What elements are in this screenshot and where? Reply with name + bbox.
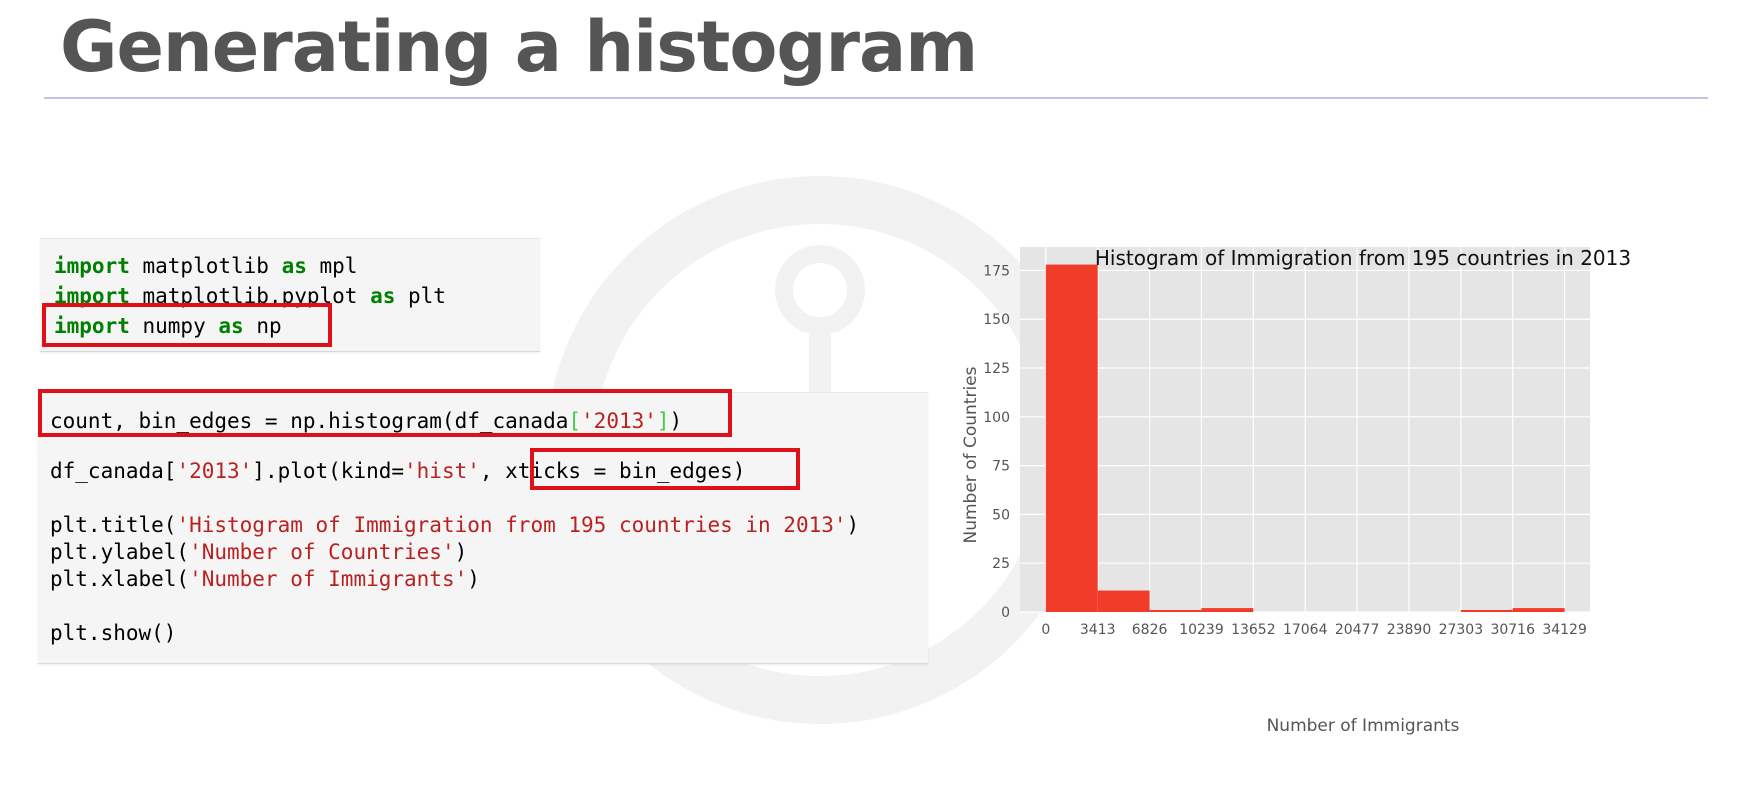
code-token: df_canada[ xyxy=(50,459,177,483)
x-tick-label: 34129 xyxy=(1542,622,1587,638)
code-token: ) xyxy=(454,540,468,564)
x-tick-label: 17064 xyxy=(1283,622,1328,638)
y-tick-label: 175 xyxy=(983,263,1010,279)
code-token: ) xyxy=(467,567,480,591)
code-token: [ xyxy=(568,409,582,433)
code-line: plt.show() xyxy=(50,620,176,646)
highlight-box-xticks xyxy=(530,448,800,490)
code-token: ) xyxy=(846,513,860,537)
y-tick-label: 125 xyxy=(983,361,1010,377)
code-string: '2013' xyxy=(176,459,253,483)
code-line: plt.xlabel('Number of Immigrants') xyxy=(50,566,480,592)
chart-ylabel: Number of Countries xyxy=(961,366,981,543)
code-line: plt.ylabel('Number of Countries') xyxy=(50,539,467,565)
histogram-bar xyxy=(1149,610,1202,612)
code-token: mpl xyxy=(306,254,358,278)
code-line: count, bin_edges = np.histogram(df_canad… xyxy=(50,408,682,434)
slide-title: Generating a histogram xyxy=(60,6,978,88)
histogram-bar xyxy=(1097,590,1150,612)
code-line: plt.title('Histogram of Immigration from… xyxy=(50,512,859,538)
code-token: count, bin_edges = np.histogram(df_canad… xyxy=(50,409,569,433)
code-keyword: as xyxy=(281,254,307,278)
x-tick-label: 3413 xyxy=(1080,622,1116,638)
chart-xlabel: Number of Immigrants xyxy=(1267,716,1460,736)
code-token: plt.show() xyxy=(50,621,177,645)
y-tick-label: 25 xyxy=(992,556,1010,572)
x-tick-label: 23890 xyxy=(1387,622,1432,638)
y-ticks: 0 25 50 75 100 125 150 175 xyxy=(983,263,1010,621)
histogram-bar xyxy=(1045,264,1098,612)
bars xyxy=(1045,264,1565,612)
chart-title: Histogram of Immigration from 195 countr… xyxy=(1095,246,1631,270)
histogram-bar xyxy=(1201,608,1254,612)
code-keyword: import xyxy=(54,254,130,278)
x-tick-label: 27303 xyxy=(1439,622,1484,638)
code-token: plt.title( xyxy=(50,513,177,537)
histogram-bar xyxy=(1460,610,1513,612)
code-line: import matplotlib as mpl xyxy=(54,253,357,279)
code-cell-histogram[interactable]: count, bin_edges = np.histogram(df_canad… xyxy=(38,392,928,664)
y-tick-label: 100 xyxy=(983,410,1010,426)
code-string: 'Number of Immigrants' xyxy=(189,567,468,591)
histogram-svg: 0 25 50 75 100 125 150 175 0 3413 6826 10239 13652 1… xyxy=(961,246,1631,736)
histogram-bar xyxy=(1512,608,1565,612)
code-token: ] xyxy=(656,409,670,433)
histogram-chart: 0 25 50 75 100 125 150 175 0 3413 6826 10239 13652 1… xyxy=(950,235,1720,745)
x-tick-label: 0 xyxy=(1041,622,1050,638)
code-token: ].plot(kind= xyxy=(252,459,405,483)
x-tick-label: 20477 xyxy=(1335,622,1380,638)
title-divider xyxy=(44,97,1708,99)
code-token: np xyxy=(243,314,282,338)
code-token: ) xyxy=(669,409,683,433)
code-line: df_canada['2013'].plot(kind='hist', xtic… xyxy=(50,458,745,484)
code-string: 'Histogram of Immigration from 195 count… xyxy=(176,513,847,537)
x-ticks: 0 3413 6826 10239 13652 17064 20477 23890 27303 3… xyxy=(1041,622,1586,638)
code-token: plt.ylabel( xyxy=(50,540,190,564)
highlight-box-import-numpy xyxy=(42,303,332,347)
code-string: 'hist' xyxy=(404,459,480,483)
highlight-box-np-histogram xyxy=(38,389,732,437)
code-keyword: as xyxy=(370,284,396,308)
y-tick-label: 0 xyxy=(1001,605,1010,621)
y-tick-label: 150 xyxy=(983,312,1010,328)
code-string: 'Number of Countries' xyxy=(189,540,455,564)
x-tick-label: 6826 xyxy=(1132,622,1168,638)
code-string: '2013' xyxy=(581,409,657,433)
code-cell-imports[interactable]: import matplotlib as mpl import matplotl… xyxy=(40,238,540,352)
code-token: plt.xlabel( xyxy=(50,567,190,591)
code-token: matplotlib xyxy=(129,254,282,278)
code-line: import numpy as np xyxy=(54,313,282,339)
code-keyword: as xyxy=(218,314,244,338)
y-tick-label: 75 xyxy=(992,459,1010,475)
code-keyword: import xyxy=(54,314,130,338)
x-tick-label: 10239 xyxy=(1179,622,1224,638)
grid-lines xyxy=(1020,247,1590,613)
x-tick-label: 13652 xyxy=(1231,622,1276,638)
x-tick-label: 30716 xyxy=(1490,622,1535,638)
code-token: plt xyxy=(395,284,446,308)
code-token: numpy xyxy=(129,314,219,338)
code-token: , xticks = bin_edges) xyxy=(479,459,746,483)
y-tick-label: 50 xyxy=(992,507,1010,523)
